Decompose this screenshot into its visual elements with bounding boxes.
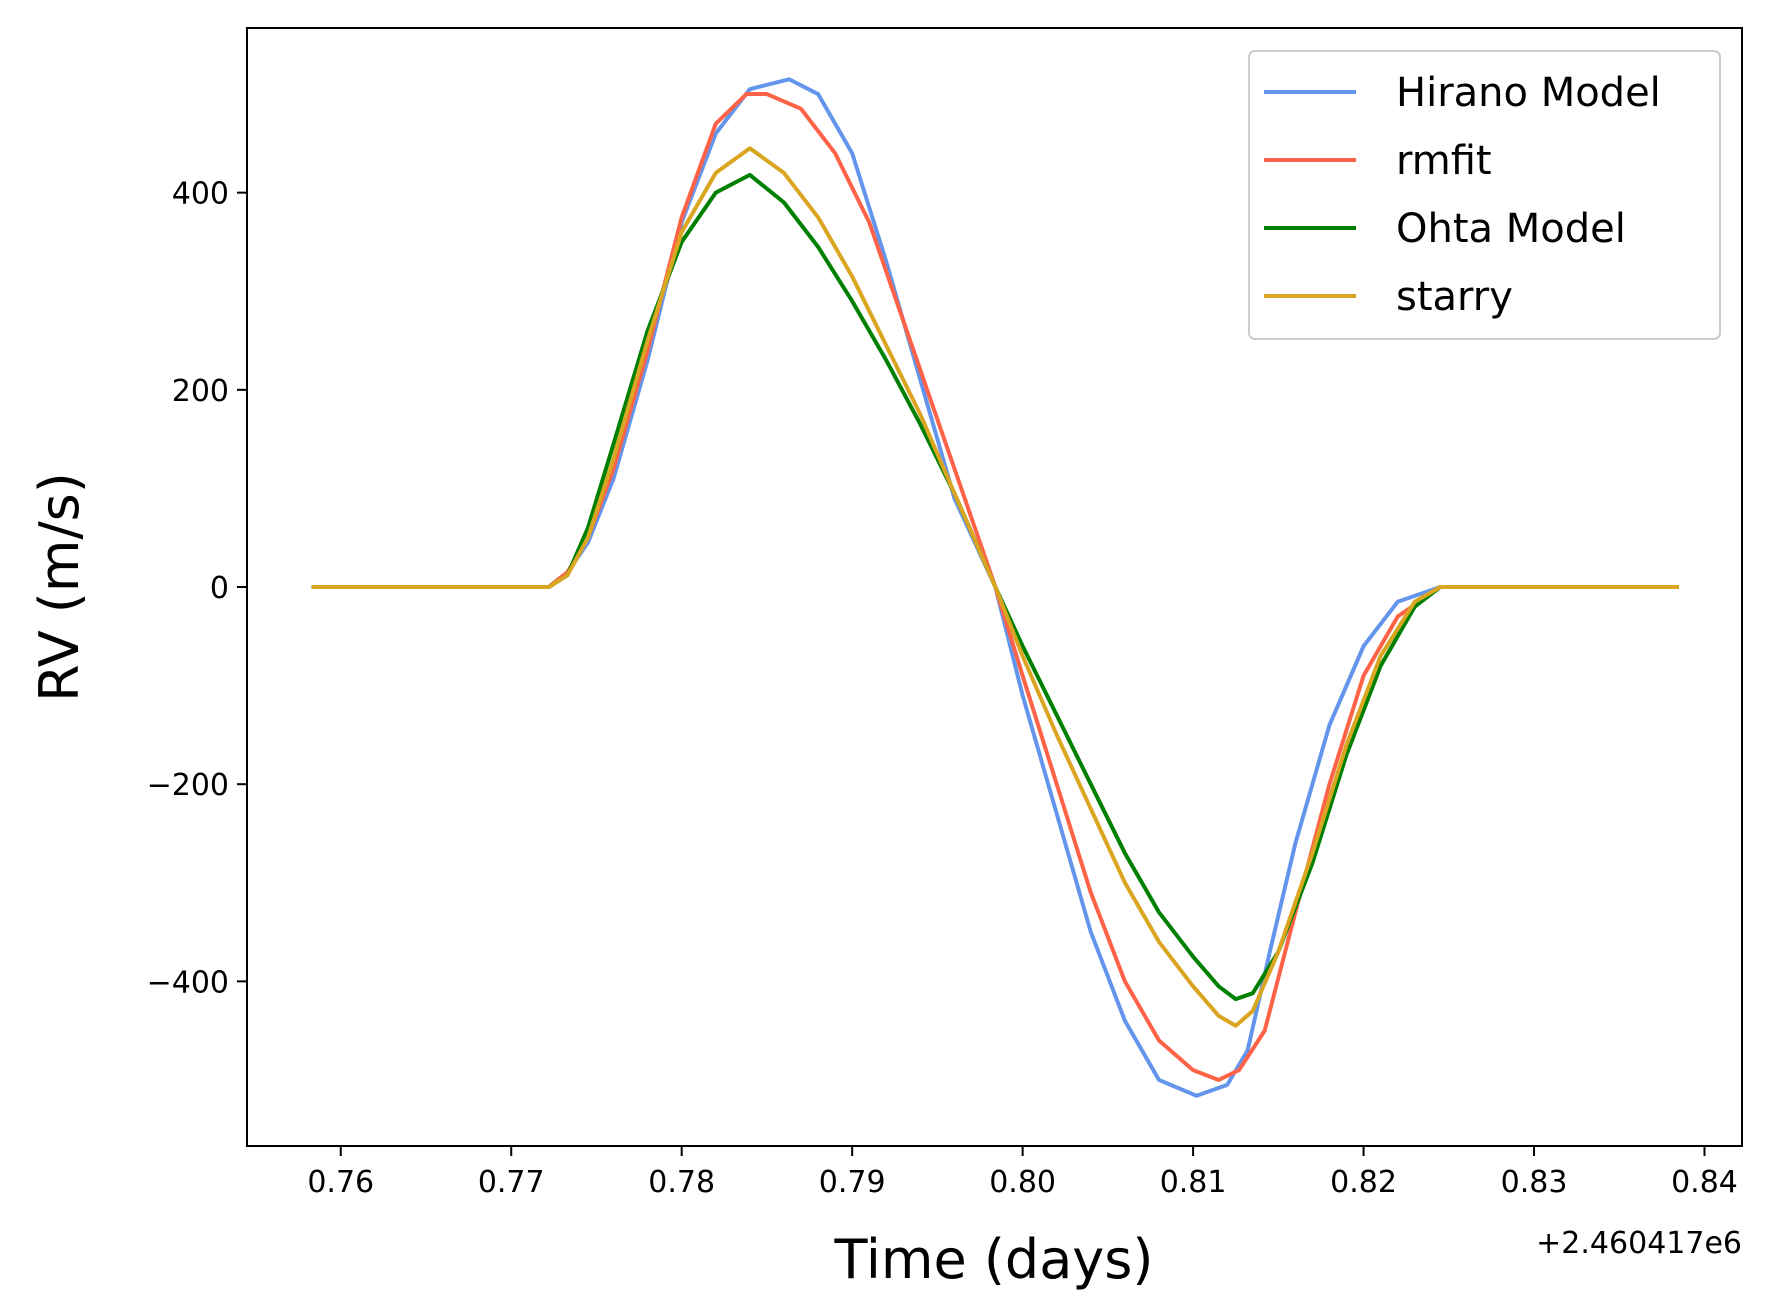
y-axis-title: RV (m/s): [28, 472, 91, 702]
x-tick-label: 0.82: [1330, 1165, 1397, 1200]
x-tick-label: 0.77: [478, 1165, 545, 1200]
x-tick-label: 0.79: [819, 1165, 886, 1200]
legend-label-2: Ohta Model: [1396, 206, 1626, 252]
x-tick-label: 0.80: [989, 1165, 1056, 1200]
x-tick-label: 0.84: [1671, 1165, 1738, 1200]
series-line-3: [311, 146, 1679, 1028]
legend-label-1: rmfit: [1396, 138, 1492, 184]
y-tick-label: −200: [147, 768, 229, 803]
x-axis: 0.76 0.77 0.78 0.79 0.80 0.81 0.82 0.83 0.84: [307, 1146, 1738, 1200]
x-tick-label: 0.83: [1501, 1165, 1568, 1200]
legend-label-3: starry: [1396, 274, 1513, 320]
legend-label-0: Hirano Model: [1396, 70, 1661, 116]
y-tick-label: 0: [210, 571, 229, 606]
legend: Hirano Model rmfit Ohta Model starry: [1248, 50, 1721, 340]
x-tick-label: 0.76: [307, 1165, 374, 1200]
legend-box: [1248, 50, 1721, 340]
x-axis-title: Time (days): [834, 1228, 1154, 1291]
y-tick-label: 400: [172, 177, 229, 212]
series-layer: [311, 77, 1679, 1098]
y-tick-label: −400: [147, 965, 229, 1000]
x-offset-label: +2.460417e6: [1536, 1226, 1742, 1261]
x-tick-label: 0.78: [648, 1165, 715, 1200]
y-tick-label: 200: [172, 374, 229, 409]
y-axis: −400 −200 0 200 400: [147, 177, 247, 1000]
x-tick-label: 0.81: [1160, 1165, 1227, 1200]
